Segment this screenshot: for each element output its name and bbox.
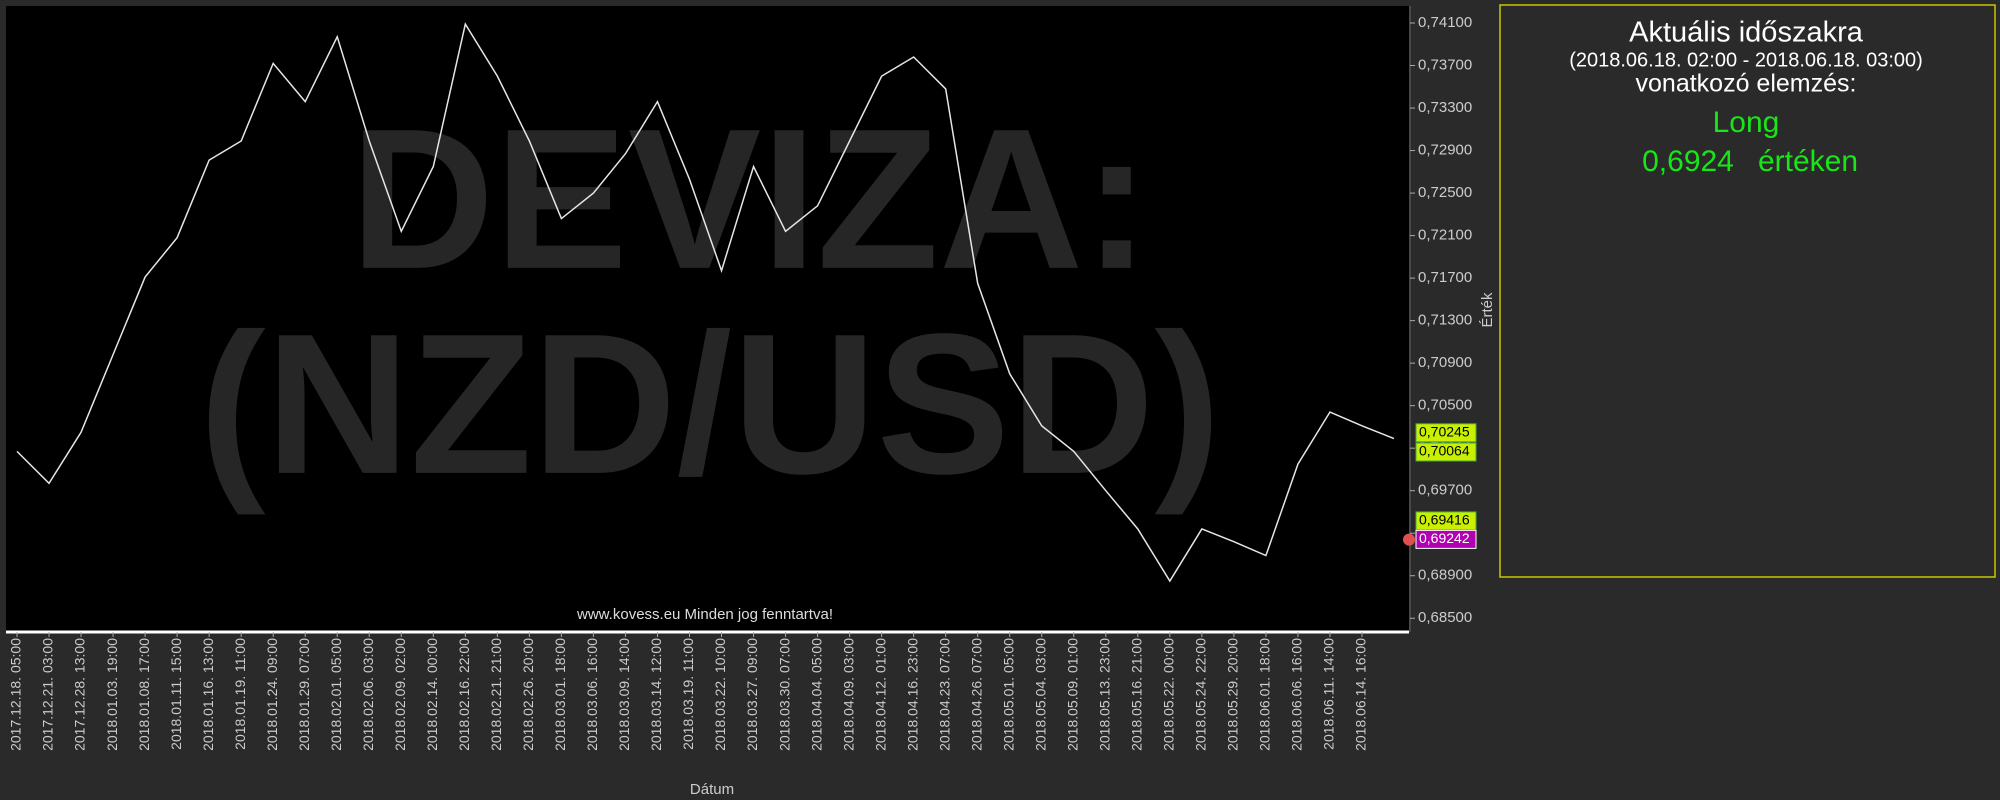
y-tick-label: 0,73700 xyxy=(1418,56,1472,73)
x-tick-label: 2018.04.23. 07:00 xyxy=(936,638,952,751)
x-tick-label: 2018.04.04. 05:00 xyxy=(808,638,824,751)
x-tick-label: 2018.05.01. 05:00 xyxy=(1000,638,1016,751)
x-tick-label: 2018.02.26. 20:00 xyxy=(520,638,536,751)
price-tag-label: 0,70245 xyxy=(1419,423,1470,439)
x-tick-label: 2018.04.12. 01:00 xyxy=(872,638,888,751)
y-tick-label: 0,70500 xyxy=(1418,397,1472,414)
panel-title: Aktuális időszakra xyxy=(1629,17,1864,49)
x-tick-label: 2018.02.06. 03:00 xyxy=(360,638,376,751)
x-tick-label: 2018.02.09. 02:00 xyxy=(392,638,408,751)
x-tick-label: 2018.02.21. 21:00 xyxy=(488,638,504,751)
plot-area xyxy=(6,6,1409,631)
y-tick-label: 0,68500 xyxy=(1418,609,1472,626)
watermark: (NZD/USD) xyxy=(199,293,1221,516)
x-tick-label: 2018.01.29. 07:00 xyxy=(296,638,312,751)
x-tick-label: 2018.01.19. 11:00 xyxy=(232,638,248,750)
y-tick-label: 0,74100 xyxy=(1418,14,1472,31)
panel-subtitle: vonatkozó elemzés: xyxy=(1636,70,1857,98)
x-tick-label: 2018.01.11. 15:00 xyxy=(168,638,184,750)
x-tick-label: 2018.01.08. 17:00 xyxy=(136,638,152,751)
watermark: DEVIZA: xyxy=(350,88,1150,311)
x-tick-label: 2018.05.09. 01:00 xyxy=(1064,638,1080,751)
x-tick-label: 2018.05.04. 03:00 xyxy=(1032,638,1048,751)
y-tick-label: 0,69700 xyxy=(1418,482,1472,499)
x-tick-label: 2018.04.16. 23:00 xyxy=(904,638,920,751)
panel-suffix: értéken xyxy=(1758,145,1858,178)
x-axis-label: Dátum xyxy=(690,781,734,798)
y-tick-label: 0,72100 xyxy=(1418,227,1472,244)
x-tick-label: 2018.02.14. 00:00 xyxy=(424,638,440,751)
y-tick-label: 0,68900 xyxy=(1418,567,1472,584)
price-tag-label: 0,69242 xyxy=(1419,530,1470,546)
y-tick-label: 0,70900 xyxy=(1418,354,1472,371)
x-tick-label: 2018.05.13. 23:00 xyxy=(1096,638,1112,751)
x-tick-label: 2018.03.30. 07:00 xyxy=(776,638,792,751)
price-marker xyxy=(1403,533,1415,546)
x-tick-label: 2017.12.28. 13:00 xyxy=(72,638,88,751)
x-tick-label: 2018.06.11. 14:00 xyxy=(1321,638,1337,750)
x-tick-label: 2018.04.26. 07:00 xyxy=(968,638,984,751)
x-tick-label: 2017.12.18. 05:00 xyxy=(8,638,24,751)
x-tick-label: 2018.03.09. 14:00 xyxy=(616,638,632,751)
price-tag xyxy=(1415,423,1477,443)
panel-price: 0,6924 xyxy=(1642,145,1734,178)
x-tick-label: 2018.06.01. 18:00 xyxy=(1257,638,1273,751)
x-tick-label: 2018.02.01. 05:00 xyxy=(328,638,344,751)
x-tick-label: 2018.03.06. 16:00 xyxy=(584,638,600,751)
x-tick-label: 2018.02.16. 22:00 xyxy=(456,638,472,751)
x-tick-label: 2018.01.03. 19:00 xyxy=(104,638,120,751)
y-axis-label: Érték xyxy=(1479,292,1496,328)
panel-period: (2018.06.18. 02:00 - 2018.06.18. 03:00) xyxy=(1569,49,1923,71)
x-tick-label: 2018.05.24. 22:00 xyxy=(1193,638,1209,751)
price-tag-label: 0,70064 xyxy=(1419,443,1470,459)
x-tick-label: 2018.01.24. 09:00 xyxy=(264,638,280,751)
x-tick-label: 2018.03.01. 18:00 xyxy=(552,638,568,751)
panel-direction: Long xyxy=(1713,106,1780,139)
x-tick-label: 2018.06.14. 16:00 xyxy=(1353,638,1369,751)
y-tick-label: 0,71300 xyxy=(1418,312,1472,329)
x-tick-label: 2018.03.19. 11:00 xyxy=(680,638,696,750)
price-tag-label: 0,69416 xyxy=(1419,512,1470,528)
x-tick-label: 2018.03.22. 10:00 xyxy=(712,638,728,751)
y-tick-label: 0,72500 xyxy=(1418,184,1472,201)
x-tick-label: 2018.05.16. 21:00 xyxy=(1129,638,1145,751)
x-tick-label: 2018.05.29. 20:00 xyxy=(1225,638,1241,751)
analysis-panel xyxy=(1499,4,1996,578)
x-tick-label: 2018.06.06. 16:00 xyxy=(1289,638,1305,751)
x-tick-label: 2018.05.22. 00:00 xyxy=(1161,638,1177,751)
x-tick-label: 2017.12.21. 03:00 xyxy=(40,638,56,751)
price-tag xyxy=(1415,529,1477,549)
footer: www.kovess.eu Minden jog fenntartva! xyxy=(576,606,833,623)
y-tick-label: 0,72900 xyxy=(1418,142,1472,159)
x-tick-label: 2018.01.16. 13:00 xyxy=(200,638,216,751)
price-tag xyxy=(1415,442,1477,462)
y-tick-label: 0,73300 xyxy=(1418,99,1472,116)
price-line xyxy=(16,22,1395,583)
x-tick-label: 2018.03.14. 12:00 xyxy=(648,638,664,751)
y-tick-label: 0,71700 xyxy=(1418,269,1472,286)
x-tick-label: 2018.04.09. 03:00 xyxy=(840,638,856,751)
x-tick-label: 2018.03.27. 09:00 xyxy=(744,638,760,751)
